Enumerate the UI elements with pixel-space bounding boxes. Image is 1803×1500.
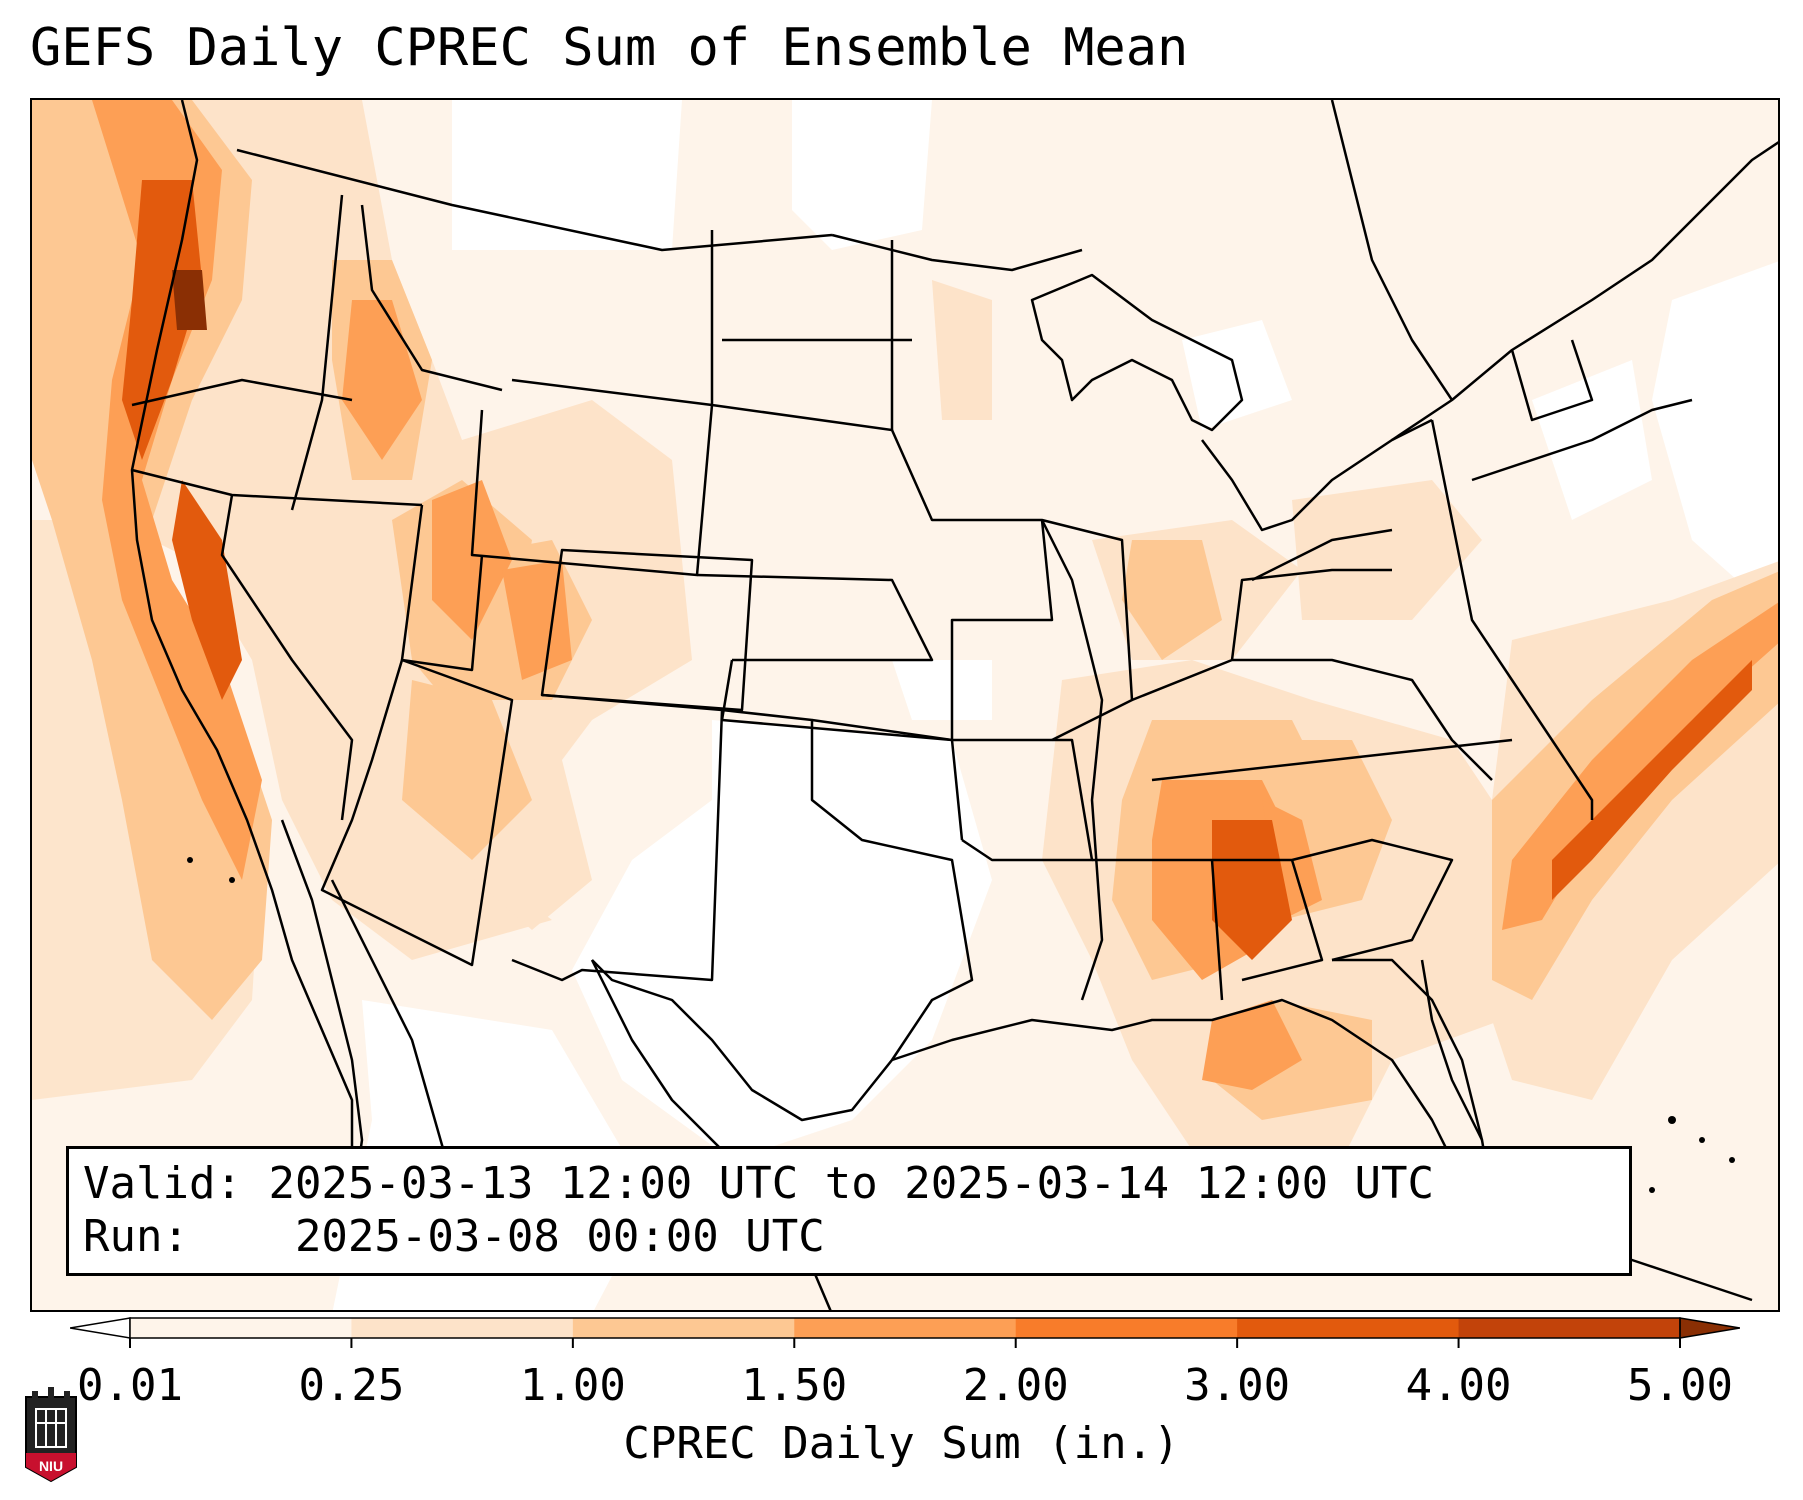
valid-label: Valid:: [83, 1158, 242, 1209]
colorbar-segment: [1458, 1318, 1681, 1338]
run-label: Run:: [83, 1211, 189, 1262]
colorbar-tick-label: 2.00: [963, 1360, 1069, 1408]
logo-text: NIU: [39, 1458, 63, 1474]
strong-precip: [122, 180, 1752, 960]
colorbar-svg: 0.01 0.25 1.00 1.50 2.00 3.00 4.00 5.00: [69, 1317, 1741, 1411]
islands: [187, 857, 1735, 1193]
precip-map: [30, 98, 1780, 1312]
colorbar-segment: [1015, 1318, 1238, 1338]
colorbar-tick-label: 1.00: [520, 1360, 626, 1408]
niu-logo: NIU: [22, 1387, 80, 1487]
colorbar-segment: [130, 1318, 352, 1338]
colorbar-segment: [351, 1318, 574, 1338]
niu-logo-icon: NIU: [25, 1387, 77, 1483]
validity-info-box: Valid: 2025-03-13 12:00 UTC to 2025-03-1…: [66, 1146, 1632, 1276]
colorbar-tick-label: 0.25: [298, 1360, 404, 1408]
colorbar-segment: [794, 1318, 1017, 1338]
colorbar-tick-label: 3.00: [1184, 1360, 1290, 1408]
map-canvas: [32, 100, 1778, 1310]
run-value: 2025-03-08 00:00 UTC: [294, 1211, 825, 1262]
colorbar-segment: [572, 1318, 795, 1338]
colorbar-label: CPREC Daily Sum (in.): [623, 1418, 1180, 1469]
map-title: GEFS Daily CPREC Sum of Ensemble Mean: [30, 18, 1189, 78]
colorbar-segment: [1237, 1318, 1460, 1338]
colorbar-tick-label: 1.50: [741, 1360, 847, 1408]
colorbar-tick-label: 4.00: [1406, 1360, 1512, 1408]
colorbar: 0.01 0.25 1.00 1.50 2.00 3.00 4.00 5.00: [69, 1312, 1741, 1411]
peak-precip: [172, 270, 207, 330]
colorbar-extend-under: [69, 1317, 131, 1339]
state-borders: [130, 100, 1778, 1310]
valid-value: 2025-03-13 12:00 UTC to 2025-03-14 12:00…: [268, 1158, 1435, 1209]
colorbar-extend-over: [1679, 1317, 1741, 1339]
colorbar-frame: [129, 1317, 1681, 1339]
colorbar-tick-label: 5.00: [1627, 1360, 1733, 1408]
colorbar-tick-label: 0.01: [77, 1360, 183, 1408]
